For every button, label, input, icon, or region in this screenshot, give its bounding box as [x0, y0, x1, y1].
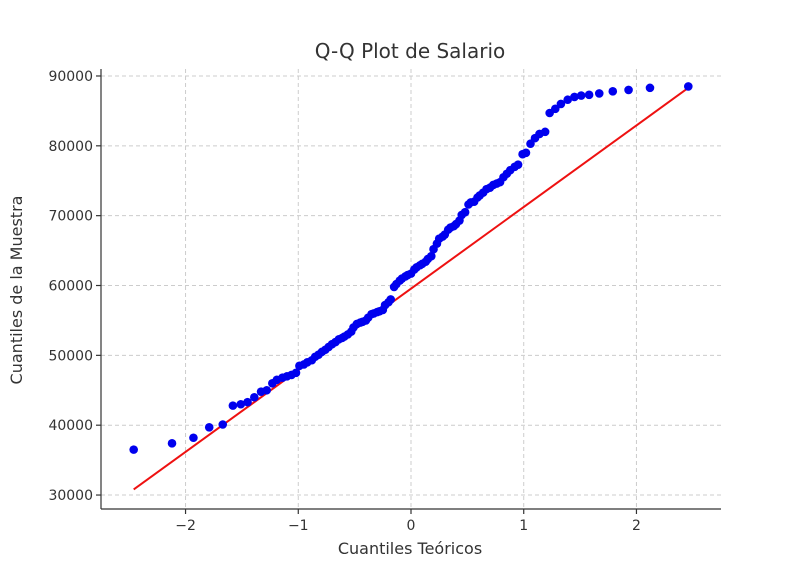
x-tick-label: −1	[288, 518, 309, 534]
x-axis-label: Cuantiles Teóricos	[338, 539, 482, 558]
y-tick-label: 30000	[48, 488, 93, 504]
data-point	[250, 392, 259, 402]
data-point	[460, 207, 470, 217]
grid-layer	[101, 69, 721, 509]
data-point	[189, 433, 198, 443]
y-tick-label: 80000	[48, 139, 93, 155]
chart-title: Q-Q Plot de Salario	[315, 39, 506, 63]
data-point	[584, 90, 594, 100]
data-point	[624, 85, 633, 95]
data-point	[570, 92, 579, 102]
y-tick-label: 90000	[48, 69, 93, 85]
x-tick-label: −2	[175, 518, 196, 534]
x-tick-label: 1	[519, 518, 528, 534]
y-tick-label: 60000	[48, 279, 93, 295]
y-axis-label: Cuantiles de la Muestra	[7, 196, 26, 385]
data-point	[563, 95, 572, 105]
data-point	[684, 82, 693, 91]
data-point	[243, 397, 252, 407]
data-point	[576, 91, 586, 100]
data-point	[550, 104, 560, 114]
y-tick-label: 70000	[48, 209, 93, 225]
data-point	[556, 99, 566, 109]
data-points-layer	[129, 82, 693, 454]
data-point	[426, 251, 436, 261]
axes-layer	[96, 69, 721, 514]
data-point	[236, 399, 246, 409]
data-point	[262, 385, 272, 395]
data-point	[540, 127, 550, 137]
data-point	[218, 420, 228, 429]
data-point	[645, 83, 655, 93]
data-point	[513, 160, 523, 169]
x-tick-label: 2	[632, 518, 641, 534]
x-tick-label: 0	[407, 518, 416, 534]
data-point	[594, 89, 604, 98]
data-point	[291, 368, 301, 378]
data-point	[386, 295, 396, 304]
y-tick-label: 50000	[48, 348, 93, 364]
tick-labels-layer: −2 −1 0 1 2 30000 40000 50000 60000 70000 80000 900…	[48, 69, 640, 534]
data-point	[608, 87, 618, 96]
data-point	[521, 148, 531, 158]
data-point	[167, 439, 177, 448]
data-point	[129, 445, 138, 454]
data-point	[204, 422, 214, 432]
data-point	[228, 401, 238, 410]
y-tick-label: 40000	[48, 418, 93, 434]
